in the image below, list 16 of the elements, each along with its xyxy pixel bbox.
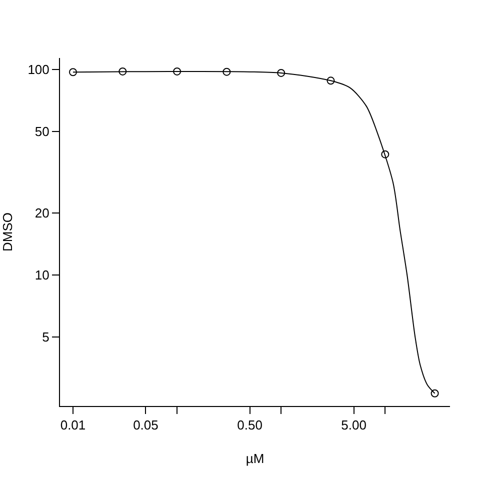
- y-tick-label: 5: [42, 329, 50, 344]
- x-tick-label: 0.50: [237, 418, 262, 433]
- point: [430, 389, 439, 398]
- x-axis-title: µM: [246, 451, 264, 466]
- x-tick-label: 0.05: [133, 418, 158, 433]
- y-tick-label: 100: [28, 62, 50, 78]
- point: [173, 67, 182, 76]
- y-tick-label: 20: [34, 206, 50, 221]
- y-tick-label: 50: [34, 124, 50, 140]
- x-tick-label: 0.01: [60, 418, 86, 433]
- point: [222, 68, 231, 76]
- point: [326, 76, 335, 85]
- point: [69, 68, 77, 76]
- y-tick-label: 10: [34, 268, 50, 283]
- y-axis-title: DMSO: [0, 212, 15, 252]
- x-tick-label: 5.00: [341, 418, 366, 433]
